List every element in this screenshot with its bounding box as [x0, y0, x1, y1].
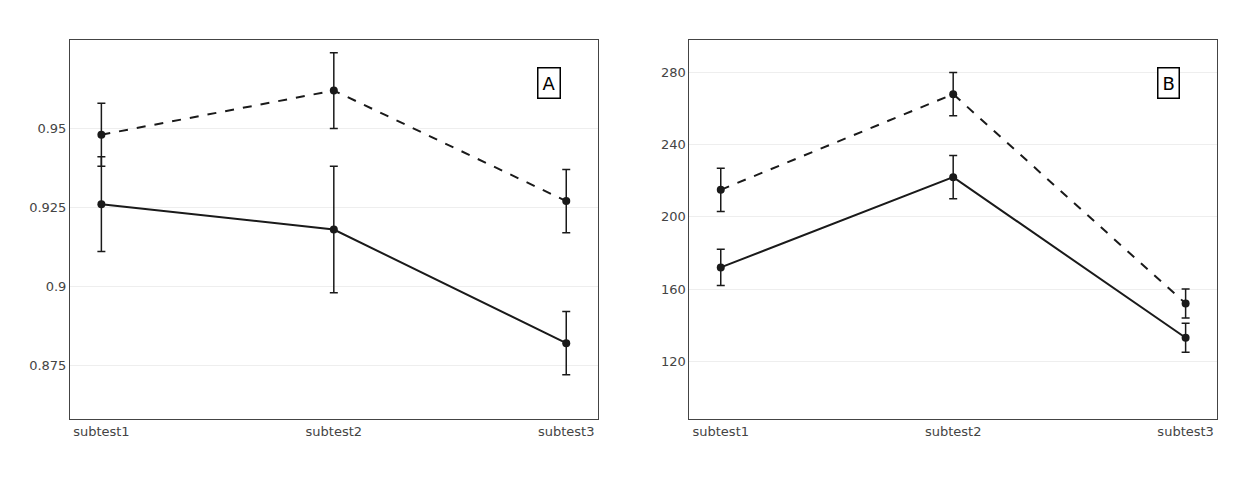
svg-text:subtest3: subtest3	[1157, 424, 1214, 439]
svg-text:280: 280	[661, 65, 686, 80]
svg-text:A: A	[543, 73, 556, 94]
svg-text:0.875: 0.875	[29, 358, 66, 373]
svg-text:120: 120	[661, 354, 686, 369]
svg-text:200: 200	[661, 209, 686, 224]
svg-text:160: 160	[661, 282, 686, 297]
svg-text:subtest2: subtest2	[306, 424, 363, 439]
svg-text:subtest3: subtest3	[538, 424, 595, 439]
svg-text:240: 240	[661, 137, 686, 152]
svg-text:B: B	[1163, 73, 1175, 94]
svg-text:0.95: 0.95	[37, 121, 66, 136]
svg-text:subtest1: subtest1	[73, 424, 130, 439]
svg-text:subtest2: subtest2	[925, 424, 982, 439]
svg-text:0.9: 0.9	[46, 279, 67, 294]
svg-text:0.925: 0.925	[29, 200, 66, 215]
svg-text:subtest1: subtest1	[693, 424, 750, 439]
